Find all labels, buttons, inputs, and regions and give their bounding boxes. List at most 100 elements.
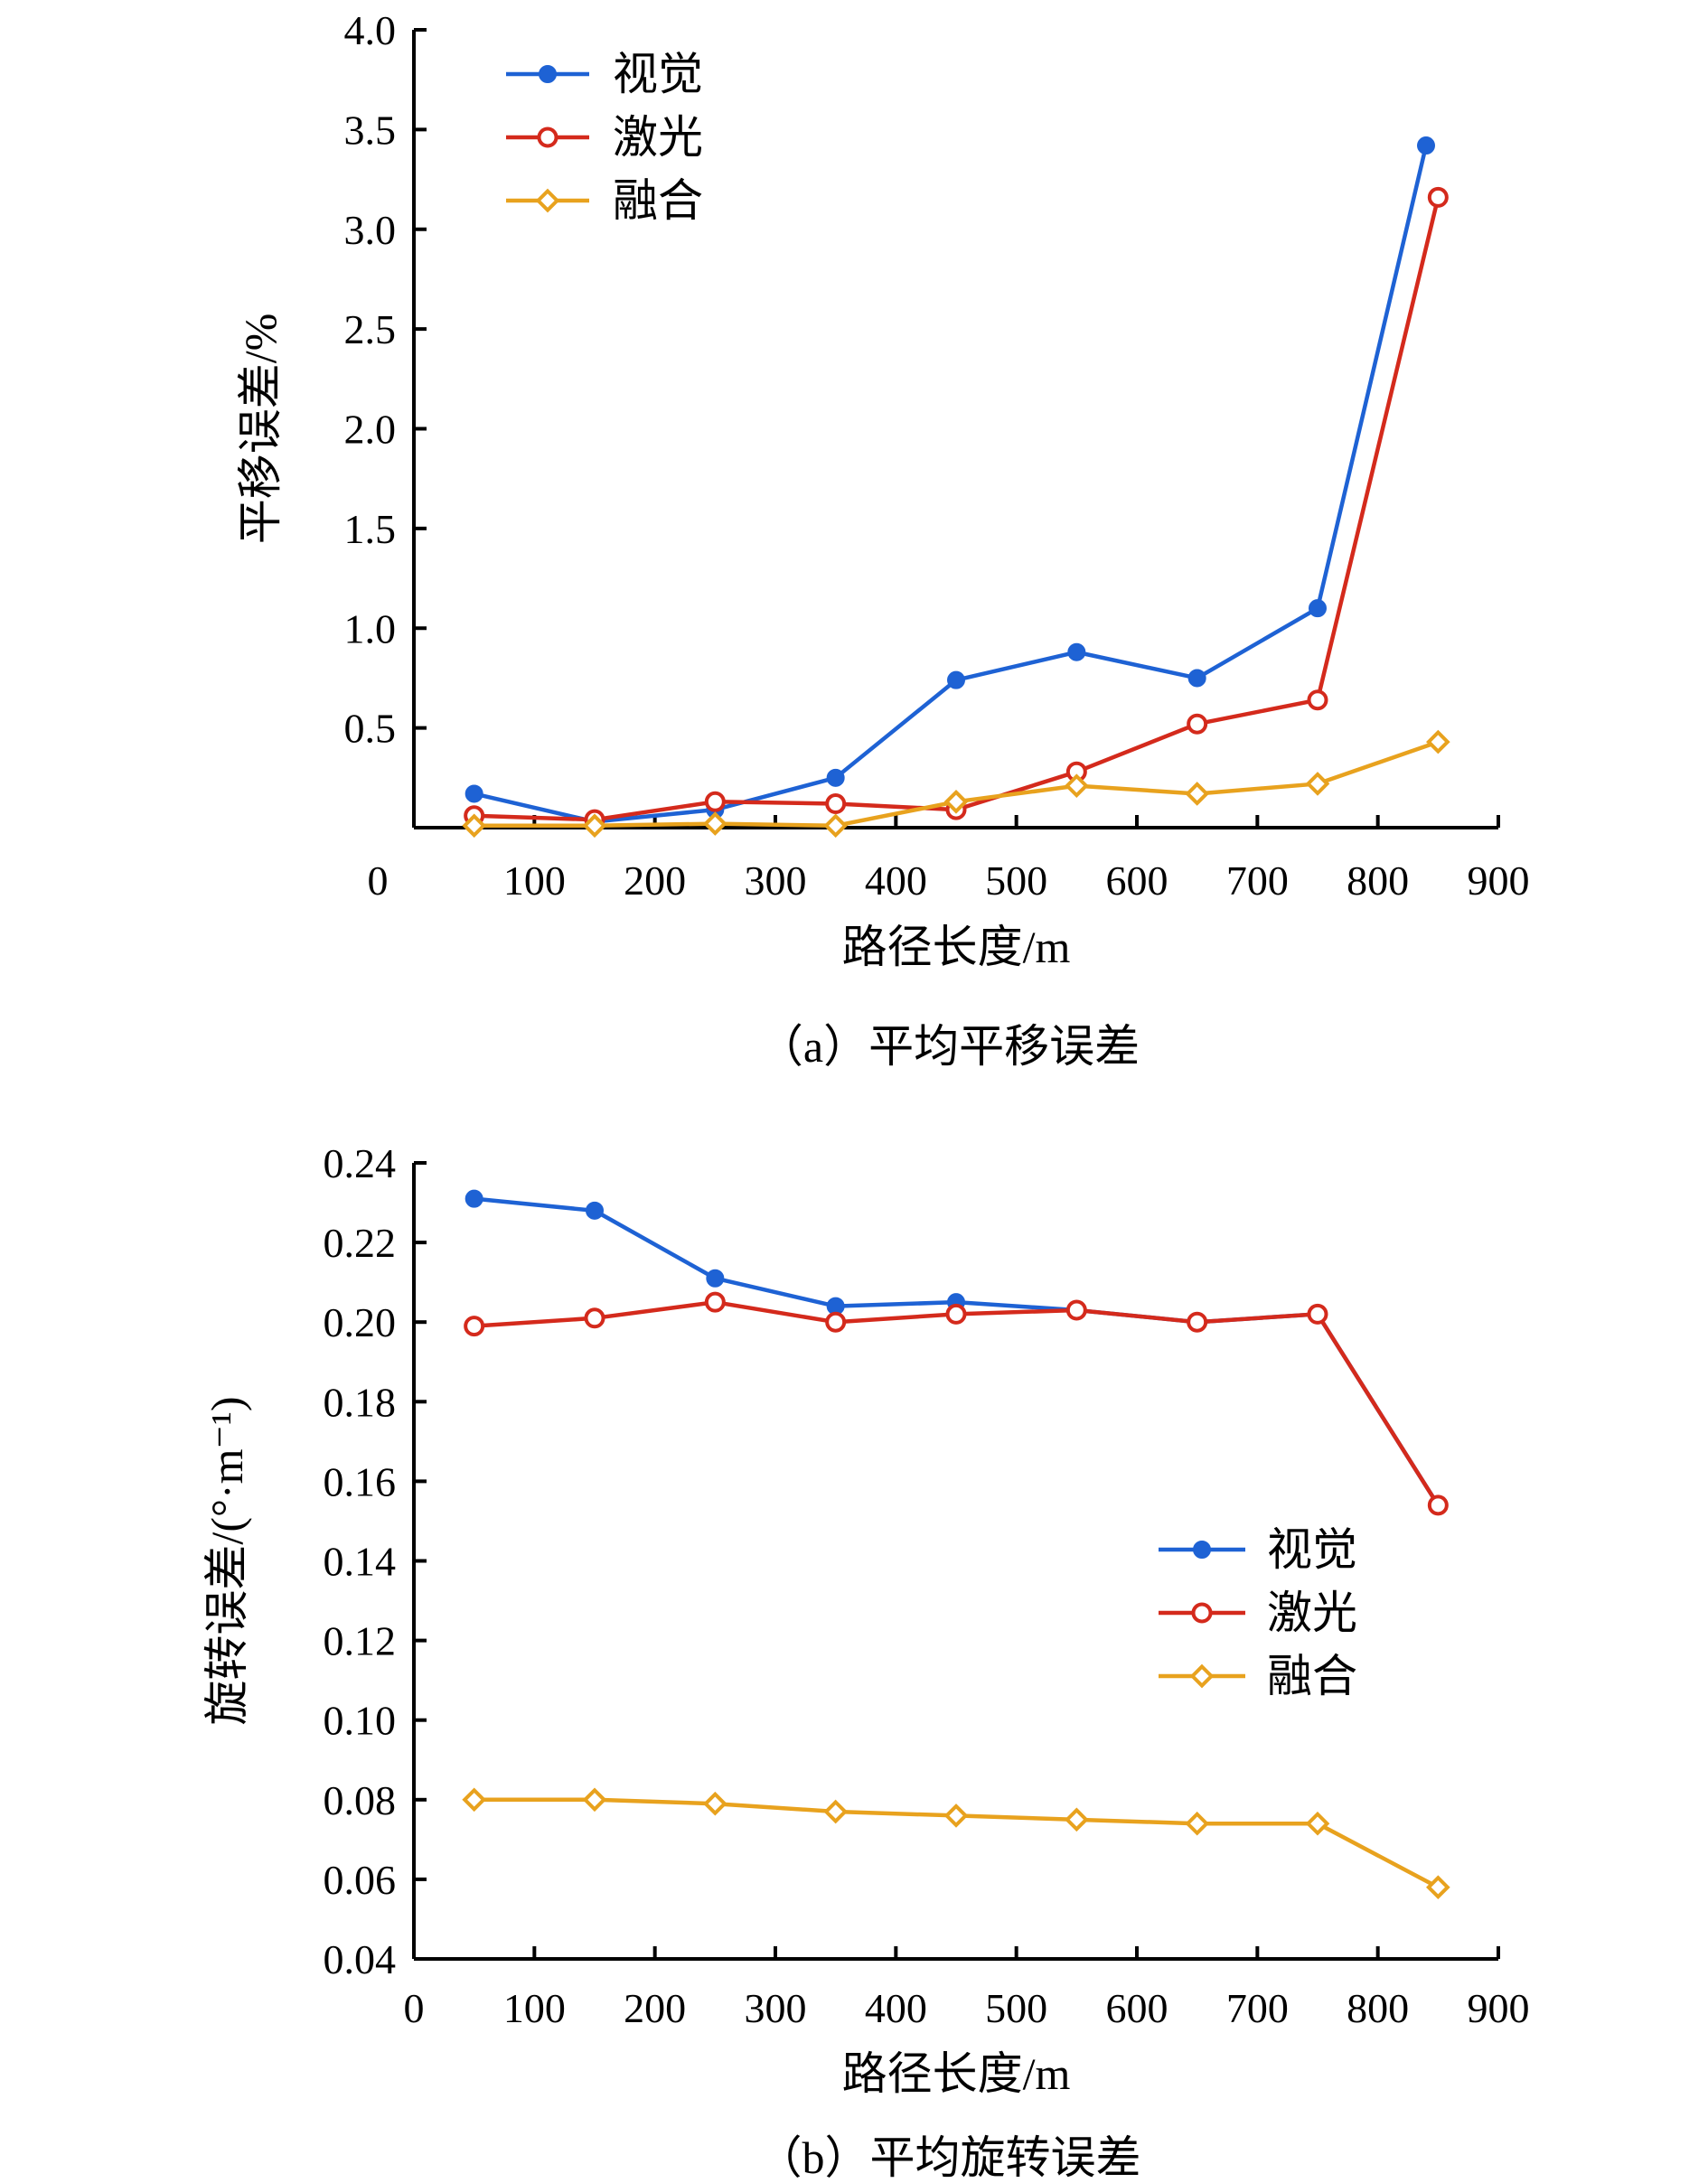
x-tick-label: 700 (1226, 1985, 1289, 2031)
data-point-diamond-marker (703, 811, 727, 836)
y-tick-label: 1.0 (344, 605, 397, 651)
legend-circle-marker (537, 126, 558, 148)
legend-label: 激光 (1267, 1588, 1357, 1638)
data-point-diamond-marker (1065, 773, 1089, 798)
data-point-diamond-marker (1185, 782, 1209, 806)
x-axis-title: 路径长度/m (842, 922, 1071, 972)
data-point-circle-marker (1307, 1303, 1328, 1325)
y-tick-label: 0.12 (324, 1618, 397, 1664)
series-line-0 (474, 145, 1429, 824)
data-point-dot-marker (706, 1269, 725, 1288)
panel-caption: （a）平均平移误差 (758, 1021, 1140, 1072)
legend-diamond-marker (535, 188, 560, 213)
data-point-circle-marker (704, 1291, 726, 1313)
series-line-0 (474, 1196, 1441, 1507)
legend-label: 视觉 (613, 49, 703, 99)
legend-circle-marker (1191, 1602, 1213, 1624)
data-point-diamond-marker (823, 813, 848, 839)
data-point-circle-marker (464, 1316, 485, 1337)
x-tick-label: 800 (1347, 857, 1409, 904)
data-point-circle-marker (945, 1303, 967, 1325)
data-point-diamond-marker (1426, 729, 1450, 754)
x-tick-label: 100 (503, 857, 566, 904)
y-tick-label: 0.24 (324, 1140, 397, 1186)
y-tick-label: 0.14 (324, 1539, 397, 1585)
x-tick-label: 500 (985, 857, 1047, 904)
data-point-diamond-marker (1305, 1811, 1330, 1836)
x-tick-label: 600 (1106, 857, 1168, 904)
x-tick-label: 400 (865, 1985, 927, 2031)
y-tick-label: 0.18 (324, 1379, 397, 1425)
series-line-1 (474, 196, 1441, 822)
data-point-dot-marker (1187, 669, 1206, 688)
data-point-dot-marker (1417, 136, 1435, 155)
y-tick-label: 3.5 (344, 107, 397, 153)
x-tick-label: 800 (1347, 1985, 1409, 2031)
legend-dot-marker (539, 65, 557, 83)
x-tick-label: 500 (985, 1985, 1047, 2031)
x-axis-title: 路径长度/m (842, 2048, 1071, 2099)
x-tick-label: 700 (1226, 857, 1289, 904)
data-point-circle-marker (1187, 1311, 1208, 1333)
panel-b-rotation-error: 0 100 200 300 400 500 600 700 800 900 0.04 0.06 0.08… (202, 1140, 1530, 2183)
data-point-diamond-marker (582, 1787, 607, 1813)
x-tick-label: 400 (865, 857, 927, 904)
y-tick-label: 0.16 (324, 1458, 397, 1504)
data-point-diamond-marker (462, 813, 486, 839)
data-point-diamond-marker (1065, 1807, 1089, 1832)
legend-label: 融合 (613, 175, 703, 226)
data-point-circle-marker (825, 1311, 847, 1333)
data-point-diamond-marker (1185, 1811, 1209, 1836)
data-point-dot-marker (465, 1189, 483, 1208)
data-point-diamond-marker (943, 789, 969, 814)
y-tick-label: 0.22 (324, 1220, 397, 1266)
series-line-1 (474, 1299, 1441, 1507)
x-tick-label: 300 (745, 1985, 807, 2031)
data-point-diamond-marker (943, 1804, 969, 1828)
y-tick-label: 0.10 (324, 1698, 397, 1744)
x-tick-label: 200 (624, 1985, 686, 2031)
x-tick-label: 300 (745, 857, 807, 904)
x-tick-label: 900 (1468, 1985, 1530, 2031)
y-tick-label: 0.04 (324, 1936, 397, 1982)
y-tick-label: 0.08 (324, 1777, 397, 1823)
x-tick-label: 200 (624, 857, 686, 904)
x-tick-label: 0 (368, 857, 389, 904)
data-point-dot-marker (465, 784, 483, 803)
data-point-diamond-marker (1426, 1875, 1450, 1900)
data-point-circle-marker (1427, 186, 1449, 208)
y-tick-label: 2.5 (344, 306, 397, 352)
x-tick-label: 100 (503, 1985, 566, 2031)
legend-label: 激光 (613, 112, 703, 163)
data-point-circle-marker (1307, 689, 1328, 711)
data-point-circle-marker (825, 793, 847, 815)
data-point-diamond-marker (1305, 772, 1330, 796)
y-tick-label: 3.0 (344, 207, 397, 253)
data-point-diamond-marker (703, 1791, 727, 1816)
data-point-circle-marker (1427, 1494, 1449, 1516)
data-point-diamond-marker (462, 1787, 486, 1813)
data-point-dot-marker (1067, 642, 1086, 661)
legend-diamond-marker (1189, 1663, 1215, 1689)
data-point-circle-marker (1187, 713, 1208, 735)
data-point-circle-marker (584, 1307, 605, 1329)
legend-label: 融合 (1267, 1651, 1357, 1701)
data-point-dot-marker (826, 768, 845, 787)
y-tick-label: 0.20 (324, 1299, 397, 1345)
data-point-dot-marker (947, 670, 965, 689)
y-tick-label: 1.5 (344, 506, 397, 552)
y-tick-label: 0.06 (324, 1857, 397, 1903)
legend-label: 视觉 (1267, 1524, 1357, 1575)
x-tick-label: 600 (1106, 1985, 1168, 2031)
y-tick-label: 2.0 (344, 407, 397, 453)
data-point-dot-marker (586, 1201, 604, 1220)
legend-dot-marker (1193, 1541, 1211, 1559)
data-point-diamond-marker (823, 1799, 848, 1824)
y-axis-title: 旋转误差/(°·m⁻¹) (202, 1396, 252, 1725)
y-tick-label: 0.5 (344, 706, 397, 752)
panel-caption: （b）平均旋转误差 (757, 2132, 1141, 2183)
data-point-circle-marker (704, 791, 726, 812)
x-tick-label: 900 (1468, 857, 1530, 904)
